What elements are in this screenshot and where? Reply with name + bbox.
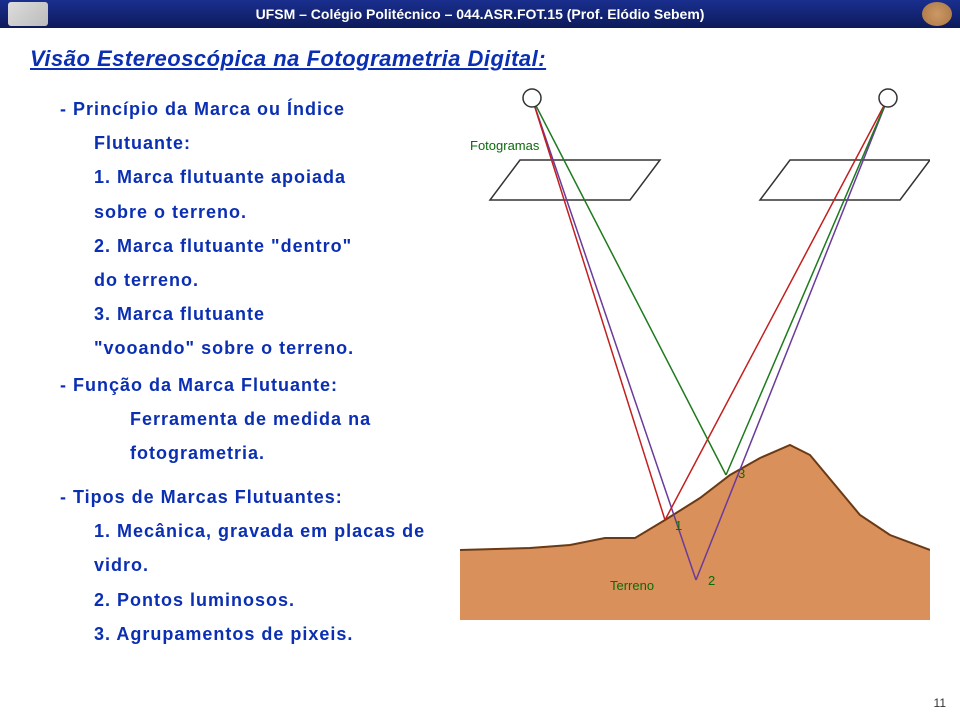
stereo-diagram: Fotogramas Terreno 1 2 3 bbox=[460, 80, 930, 640]
type3: 3. Agrupamentos de pixeis. bbox=[60, 617, 450, 651]
ray-green-right bbox=[726, 98, 888, 475]
marca3-a: 3. Marca flutuante bbox=[60, 297, 450, 331]
principle-heading: - Princípio da Marca ou Índice bbox=[60, 92, 450, 126]
type2: 2. Pontos luminosos. bbox=[60, 583, 450, 617]
function-b: fotogrametria. bbox=[60, 436, 450, 470]
type1: 1. Mecânica, gravada em placas de vidro. bbox=[60, 514, 450, 582]
label-fotogramas: Fotogramas bbox=[470, 138, 540, 153]
label-n3: 3 bbox=[738, 466, 745, 481]
marca1-a: 1. Marca flutuante apoiada bbox=[60, 160, 450, 194]
body-row: - Princípio da Marca ou Índice Flutuante… bbox=[30, 90, 930, 651]
marca2-b: do terreno. bbox=[60, 263, 450, 297]
page-number: 11 bbox=[934, 696, 946, 710]
label-n1: 1 bbox=[675, 518, 682, 533]
marca3-b: "vooando" sobre o terreno. bbox=[60, 331, 450, 365]
types-heading: - Tipos de Marcas Flutuantes: bbox=[60, 480, 450, 514]
slide-content: Visão Estereoscópica na Fotogrametria Di… bbox=[0, 28, 960, 718]
function-a: Ferramenta de medida na bbox=[60, 402, 450, 436]
camera-right bbox=[879, 89, 897, 107]
text-column: - Princípio da Marca ou Índice Flutuante… bbox=[30, 90, 450, 651]
principle-line2: Flutuante: bbox=[60, 126, 450, 160]
header-logo-left bbox=[8, 2, 48, 26]
terrain-fill bbox=[460, 445, 930, 620]
marca1-b: sobre o terreno. bbox=[60, 195, 450, 229]
header-text: UFSM – Colégio Politécnico – 044.ASR.FOT… bbox=[256, 6, 705, 22]
ray-green-left bbox=[532, 98, 726, 475]
header-logo-right bbox=[922, 2, 952, 26]
function-heading: - Função da Marca Flutuante: bbox=[60, 368, 450, 402]
marca2-a: 2. Marca flutuante "dentro" bbox=[60, 229, 450, 263]
label-terreno: Terreno bbox=[610, 578, 654, 593]
diagram-column: Fotogramas Terreno 1 2 3 bbox=[460, 90, 930, 651]
slide-title: Visão Estereoscópica na Fotogrametria Di… bbox=[30, 46, 930, 72]
label-n2: 2 bbox=[708, 573, 715, 588]
camera-left bbox=[523, 89, 541, 107]
slide-header: UFSM – Colégio Politécnico – 044.ASR.FOT… bbox=[0, 0, 960, 28]
